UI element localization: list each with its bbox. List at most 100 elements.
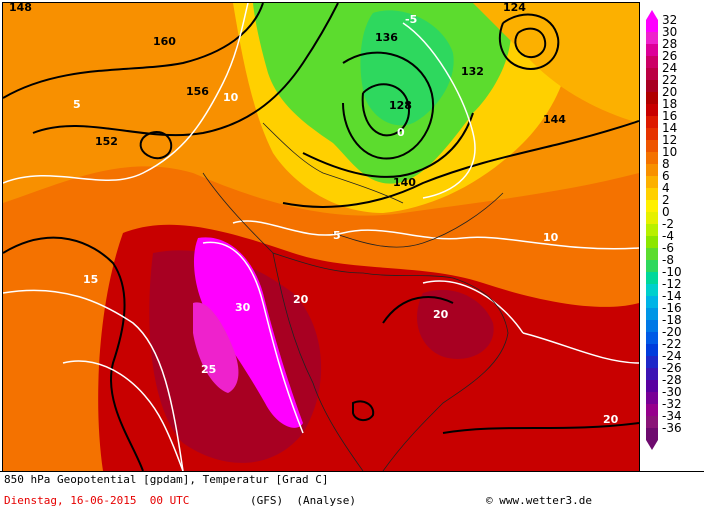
temperature-label: 5 <box>73 98 81 111</box>
legend-color-cell <box>646 68 658 80</box>
legend-color-cell <box>646 416 658 428</box>
legend-color-cell <box>646 140 658 152</box>
legend-tick-label: -14 <box>662 289 682 303</box>
legend-tick-label: -4 <box>662 229 674 243</box>
legend-color-cell <box>646 308 658 320</box>
legend-color-cell <box>646 260 658 272</box>
temperature-label: 25 <box>201 363 216 376</box>
legend-color-cell <box>646 92 658 104</box>
map-canvas: 148 160 156 152 144 136 140 132 128 124 … <box>3 3 639 471</box>
temperature-field-se-core <box>417 289 494 359</box>
legend-color-cell <box>646 56 658 68</box>
legend-color-cell <box>646 188 658 200</box>
legend-tick-label: 12 <box>662 133 678 147</box>
legend-tick-label: 6 <box>662 169 670 183</box>
legend-color-cell <box>646 272 658 284</box>
legend-tick-label: -10 <box>662 265 682 279</box>
geopotential-contours <box>3 3 639 471</box>
credit-text: © www.wetter3.de <box>486 494 592 507</box>
map-title: 850 hPa Geopotential [gpdam], Temperatur… <box>4 473 329 486</box>
temperature-label: 10 <box>223 91 239 104</box>
legend-color-cell <box>646 128 658 140</box>
geopotential-label: 156 <box>186 85 209 98</box>
legend-bottom-arrow-icon <box>646 440 658 450</box>
temperature-label: 20 <box>293 293 309 306</box>
geopotential-label: 132 <box>461 65 484 78</box>
legend-color-cell <box>646 380 658 392</box>
legend-tick-label: -24 <box>662 349 682 363</box>
legend-tick-label: 10 <box>662 145 678 159</box>
legend-tick-label: -34 <box>662 409 682 423</box>
legend-color-cell <box>646 320 658 332</box>
legend-color-cell <box>646 152 658 164</box>
weather-map: 148 160 156 152 144 136 140 132 128 124 … <box>2 2 640 472</box>
legend-color-cell <box>646 344 658 356</box>
legend-tick-label: 14 <box>662 121 678 135</box>
geopotential-label: 128 <box>389 99 412 112</box>
legend-color-cell <box>646 212 658 224</box>
legend-top-arrow-icon <box>646 10 658 20</box>
legend-tick-label: 16 <box>662 109 678 123</box>
temperature-label: 20 <box>603 413 619 426</box>
legend-color-cell <box>646 428 658 440</box>
legend-color-cell <box>646 392 658 404</box>
legend-color-cell <box>646 200 658 212</box>
temperature-label: 0 <box>397 126 405 139</box>
legend-color-cell <box>646 356 658 368</box>
legend-color-cell <box>646 284 658 296</box>
map-footer: 850 hPa Geopotential [gpdam], Temperatur… <box>0 471 704 514</box>
legend-color-cell <box>646 104 658 116</box>
geopotential-label: 160 <box>153 35 176 48</box>
legend-tick-label: -30 <box>662 385 682 399</box>
legend-color-cell <box>646 332 658 344</box>
legend-tick-label: 8 <box>662 157 670 171</box>
legend-color-cell <box>646 224 658 236</box>
legend-color-cell <box>646 32 658 44</box>
legend-tick-label: 20 <box>662 85 678 99</box>
temperature-field-magenta-2 <box>193 302 239 393</box>
legend-tick-label: 32 <box>662 13 678 27</box>
temperature-label: 20 <box>433 308 449 321</box>
legend-tick-label: -20 <box>662 325 682 339</box>
temperature-label: 5 <box>333 229 341 242</box>
legend-color-cell <box>646 80 658 92</box>
legend-color-cell <box>646 248 658 260</box>
legend-tick-label: -2 <box>662 217 674 231</box>
legend-color-cell <box>646 20 658 32</box>
legend-color-cell <box>646 368 658 380</box>
legend-tick-label: -6 <box>662 241 674 255</box>
legend-tick-label: 2 <box>662 193 670 207</box>
temperature-field-ne <box>473 3 639 123</box>
temperature-field-deep-green <box>360 10 454 126</box>
legend-color-cell <box>646 44 658 56</box>
geopotential-label: 152 <box>95 135 118 148</box>
temperature-label: 10 <box>543 231 559 244</box>
legend-color-cell <box>646 116 658 128</box>
legend-color-cell <box>646 236 658 248</box>
geopotential-label: 148 <box>9 3 32 14</box>
legend-tick-label: -32 <box>662 397 682 411</box>
legend-tick-label: -18 <box>662 313 682 327</box>
temperature-label: 30 <box>235 301 251 314</box>
legend-color-cell <box>646 296 658 308</box>
legend-tick-label: 30 <box>662 25 678 39</box>
map-labels: 148 160 156 152 144 136 140 132 128 124 … <box>9 3 619 426</box>
temperature-label: 15 <box>83 273 98 286</box>
legend-tick-label: -8 <box>662 253 674 267</box>
legend-tick-label: -26 <box>662 361 682 375</box>
temperature-isotherms <box>3 3 639 471</box>
legend-color-cell <box>646 164 658 176</box>
legend-tick-label: 18 <box>662 97 678 111</box>
legend-tick-label: -36 <box>662 421 682 435</box>
legend-tick-label: -28 <box>662 373 682 387</box>
legend-tick-label: 4 <box>662 181 670 195</box>
legend-tick-label: -12 <box>662 277 682 291</box>
map-date: Dienstag, 16-06-2015 00 UTC <box>4 494 190 507</box>
legend-tick-label: 24 <box>662 61 678 75</box>
geopotential-label: 136 <box>375 31 398 44</box>
model-name: (GFS) (Analyse) <box>250 494 356 507</box>
legend-tick-label: 0 <box>662 205 670 219</box>
legend-tick-label: 22 <box>662 73 678 87</box>
temperature-color-legend: 32 30 28 26 24 22 20 18 16 14 12 10 8 6 4 2 0 -2 -4 -6 -8 -10… <box>646 10 704 460</box>
legend-tick-label: -16 <box>662 301 682 315</box>
